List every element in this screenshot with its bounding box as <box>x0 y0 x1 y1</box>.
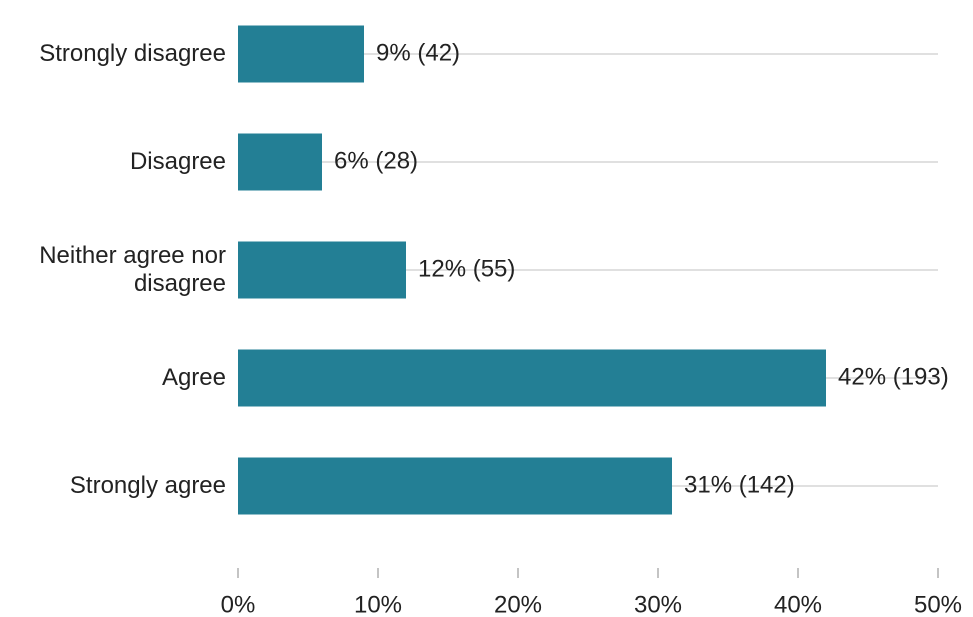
category-label: Strongly agree <box>69 472 226 499</box>
value-label: 12% (55) <box>418 255 515 282</box>
x-tick-label: 30% <box>634 591 682 617</box>
x-tick-label: 10% <box>354 591 402 617</box>
category-label: Disagree <box>129 148 226 175</box>
category-label: Strongly disagree <box>39 40 226 67</box>
bar <box>238 241 406 299</box>
value-label: 31% (142) <box>684 471 795 498</box>
category-label: Agree <box>161 364 226 391</box>
bar <box>238 25 364 83</box>
bar <box>238 349 826 407</box>
x-tick-label: 40% <box>774 591 822 617</box>
value-label: 9% (42) <box>376 39 460 66</box>
value-label: 6% (28) <box>334 147 418 174</box>
bar <box>238 457 672 515</box>
category-label: Neither agree nor disagree <box>39 242 226 297</box>
bar <box>238 133 322 191</box>
value-label: 42% (193) <box>838 363 949 390</box>
x-tick-label: 50% <box>914 591 962 617</box>
x-tick-label: 0% <box>221 591 256 617</box>
x-tick-label: 20% <box>494 591 542 617</box>
